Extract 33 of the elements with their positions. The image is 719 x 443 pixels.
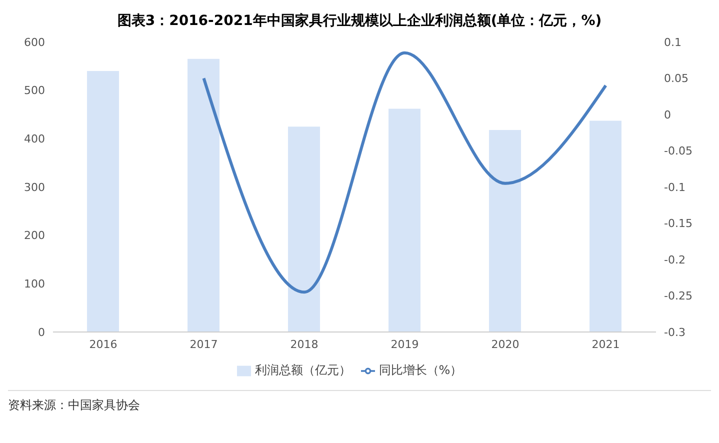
x-tick-label: 2020: [491, 338, 520, 351]
bar: [590, 120, 622, 332]
bar: [87, 71, 119, 332]
legend-label: 利润总额（亿元）: [254, 363, 351, 377]
y2-tick-label: 0.05: [664, 72, 688, 86]
y-tick-label: 200: [24, 229, 45, 242]
y-tick-label: 600: [24, 36, 45, 49]
y2-tick-label: -0.15: [664, 217, 692, 230]
y2-tick-label: -0.3: [664, 326, 686, 339]
y2-tick-label: 0: [664, 108, 671, 122]
x-tick-label: 2016: [89, 338, 118, 351]
x-tick-label: 2019: [390, 338, 419, 351]
line-series: [202, 51, 608, 294]
y2-tick-label: -0.05: [664, 144, 692, 158]
bar: [388, 108, 420, 332]
y2-tick-label: -0.2: [664, 253, 686, 266]
legend-label: 同比增长（%）: [378, 363, 462, 377]
x-tick-label: 2021: [592, 338, 620, 351]
y2-tick-label: -0.25: [664, 290, 692, 303]
text: 资料来源：中国家具协会: [8, 397, 141, 414]
x-tick-label: 2018: [290, 338, 318, 351]
bar: [188, 58, 220, 332]
y2-tick-label: -0.1: [664, 180, 686, 194]
bar: [288, 126, 320, 332]
bar: [489, 130, 521, 332]
y-tick-label: 300: [24, 180, 45, 194]
y-tick-label: 500: [24, 84, 45, 98]
y2-tick-label: 0.1: [664, 36, 682, 49]
y-tick-label: 0: [38, 326, 45, 339]
chart-title: 图表3：2016-2021年中国家具行业规模以上企业利润总额(单位：亿元，%): [116, 12, 603, 31]
y-tick-label: 100: [24, 278, 45, 291]
y-tick-label: 400: [24, 132, 45, 146]
x-tick-label: 2017: [190, 338, 218, 351]
